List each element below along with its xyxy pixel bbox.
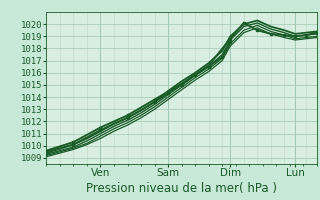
X-axis label: Pression niveau de la mer( hPa ): Pression niveau de la mer( hPa ) [86, 182, 277, 195]
